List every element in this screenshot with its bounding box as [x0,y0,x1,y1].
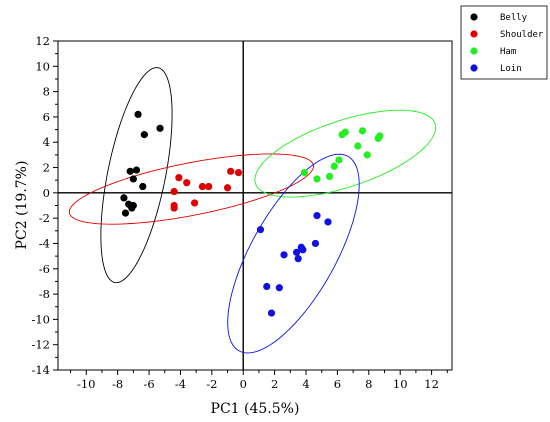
point-loin [256,225,265,234]
point-belly [140,131,148,139]
point-loin [294,255,302,263]
legend-marker-ham [470,47,478,55]
point-belly [156,124,164,132]
y-tick-label: 2 [43,161,50,175]
point-ham [374,134,382,143]
point-shoulder [223,184,232,192]
point-ham [354,142,362,150]
y-tick-label: -2 [39,211,50,225]
x-tick-label: -4 [175,377,186,391]
legend-marker-belly [470,13,478,21]
y-tick-label: -12 [31,338,50,352]
point-shoulder [183,179,191,187]
legend-label-ham: Ham [500,47,516,57]
point-ham [363,151,371,159]
point-shoulder [205,182,213,191]
point-loin [299,246,307,254]
point-belly [126,167,134,175]
point-shoulder [170,204,178,212]
x-tick-label: 10 [393,377,408,391]
point-belly [129,175,137,183]
ellipse-belly [100,67,173,284]
y-tick-label: -4 [39,236,50,250]
point-belly [128,204,136,212]
y-tick-label: -10 [31,312,50,326]
y-tick-label: 8 [43,85,50,99]
point-belly [139,182,147,191]
point-belly [120,194,128,202]
point-loin [263,282,271,291]
y-tick-label: 4 [43,135,50,149]
x-tick-label: -6 [143,377,154,391]
y-tick-label: 12 [35,34,50,48]
ellipse-ham [254,109,437,198]
legend-marker-loin [470,64,478,72]
x-tick-label: -2 [206,377,217,391]
point-loin [324,218,332,226]
y-tick-label: 6 [43,110,50,124]
point-ham [330,162,338,170]
point-loin [313,212,321,220]
y-axis-title: PC2 (19.7%) [14,161,30,250]
point-ham [338,131,346,139]
confidence-ellipses [68,67,437,354]
point-shoulder [175,174,183,182]
point-shoulder [190,199,199,207]
x-tick-label: -10 [77,377,96,391]
point-ham [335,156,343,164]
x-tick-label: 12 [424,377,439,391]
point-shoulder [198,182,207,191]
x-tick-label: 0 [240,377,247,391]
x-tick-label: 4 [302,377,309,391]
x-tick-label: -8 [112,377,123,391]
point-ham [300,169,309,177]
y-tick-label: 0 [43,186,50,200]
point-loin [280,251,288,259]
point-loin [267,309,276,317]
x-axis: -10 -8 -6 -4 -2 0 2 4 6 8 10 12 [70,370,448,391]
point-shoulder [234,169,243,177]
plot-area [57,40,453,371]
plot-frame [57,40,453,371]
legend-marker-shoulder [470,30,478,38]
y-tick-label: -14 [31,363,50,377]
legend: Belly Shoulder Ham Loin [460,5,548,80]
legend-label-belly: Belly [500,13,528,23]
point-shoulder [170,187,178,196]
point-loin [311,239,320,248]
ellipse-shoulder [68,153,314,225]
point-loin [292,248,301,256]
x-tick-label: 8 [365,377,372,391]
y-tick-label: 10 [35,59,50,73]
point-loin [275,284,283,292]
x-tick-label: 6 [334,377,341,391]
point-shoulder [227,167,235,175]
point-ham [313,175,321,183]
y-tick-label: -8 [39,287,50,301]
point-ham [358,127,367,135]
point-belly [132,166,141,174]
y-axis: -14 -12 -10 -8 -6 -4 -2 0 2 4 6 8 10 12 [31,34,58,377]
legend-label-shoulder: Shoulder [500,30,544,40]
point-ham [325,172,334,180]
legend-items: Belly Shoulder Ham Loin [470,13,544,74]
score-points [120,110,384,317]
y-tick-label: -6 [39,262,50,276]
x-tick-label: 2 [271,377,278,391]
legend-label-loin: Loin [500,64,522,74]
point-belly [134,110,142,118]
point-belly [121,209,130,217]
ellipse-loin [227,153,360,354]
x-axis-title: PC1 (45.5%) [211,401,300,417]
